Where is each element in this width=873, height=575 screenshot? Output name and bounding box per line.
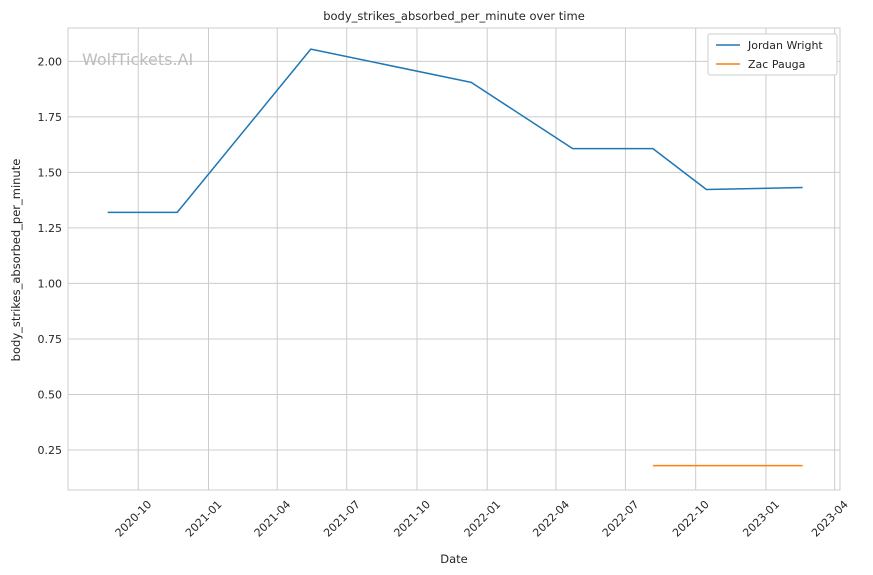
legend-box <box>707 33 838 76</box>
y-tick-label: 1.50 <box>38 166 63 179</box>
x-tick-label: 2022-10 <box>670 498 712 540</box>
y-tick-label: 2.00 <box>38 55 63 68</box>
series-line-jordan-wright <box>107 48 803 214</box>
legend: Jordan Wright Zac Pauga <box>707 33 838 76</box>
grid <box>68 28 840 490</box>
x-tick-label: 2022-04 <box>530 498 572 540</box>
y-tick-label: 1.75 <box>38 111 63 124</box>
y-tick-label: 1.00 <box>38 277 63 290</box>
watermark: WolfTickets.AI <box>82 50 193 69</box>
x-tick-label: 2020-10 <box>113 498 155 540</box>
x-tick-label: 2021-04 <box>252 498 294 540</box>
series-layer <box>107 48 803 467</box>
x-axis-label: Date <box>440 552 468 566</box>
x-tick-label: 2021-01 <box>183 498 225 540</box>
legend-label-jordan-wright: Jordan Wright <box>747 39 823 52</box>
x-tick-label: 2022-07 <box>600 498 642 540</box>
x-tick-label: 2021-07 <box>321 498 363 540</box>
x-tick-label: 2023-04 <box>809 498 851 540</box>
x-tick-label: 2021-10 <box>391 498 433 540</box>
x-tick-label: 2023-01 <box>740 498 782 540</box>
plot-frame <box>67 27 841 491</box>
y-tick-label: 0.50 <box>38 388 63 401</box>
tick-labels: 0.25 0.50 0.75 1.00 1.25 1.50 1.75 2.00 2020-10 2… <box>38 55 851 539</box>
y-tick-label: 0.25 <box>38 444 63 457</box>
x-tick-label: 2022-01 <box>462 498 504 540</box>
chart-title: body_strikes_absorbed_per_minute over ti… <box>323 9 585 23</box>
legend-label-zac-pauga: Zac Pauga <box>748 58 805 71</box>
y-tick-label: 1.25 <box>38 222 63 235</box>
y-axis-label: body_strikes_absorbed_per_minute <box>9 159 23 362</box>
y-tick-label: 0.75 <box>38 333 63 346</box>
